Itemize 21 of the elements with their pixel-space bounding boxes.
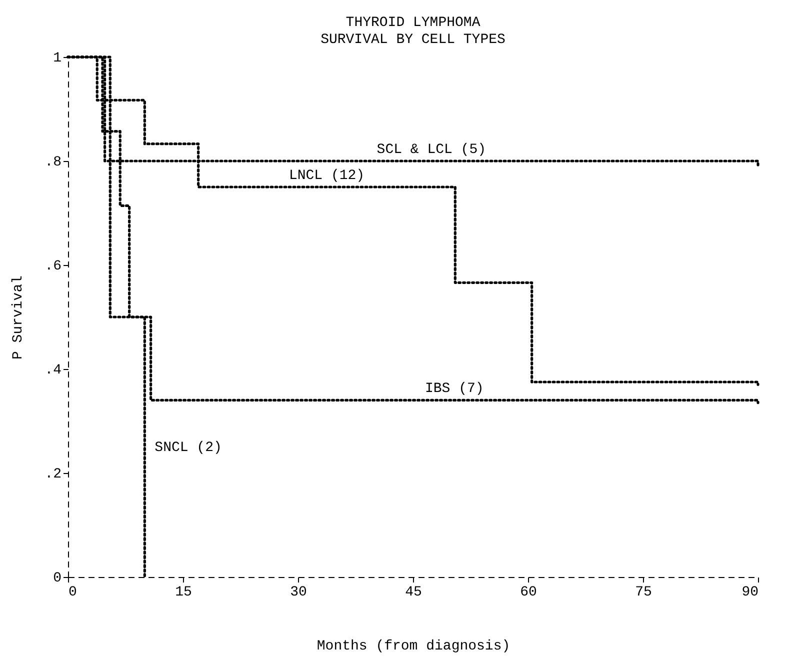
x-tick-label: 75 (635, 584, 652, 600)
x-tick-label: 30 (290, 584, 307, 600)
x-tick-label: 90 (742, 584, 758, 600)
series-label: SNCL (2) (154, 440, 222, 456)
y-tick-label: .8 (44, 154, 62, 170)
x-tick-label: 60 (520, 584, 537, 600)
y-tick-label: .6 (44, 258, 62, 274)
chart-subtitle: SURVIVAL BY CELL TYPES (320, 32, 506, 48)
y-tick-label: 0 (53, 570, 62, 586)
chart-title: THYROID LYMPHOMA (346, 15, 481, 31)
series-label: IBS (7) (424, 381, 484, 398)
y-tick-label: .2 (44, 466, 62, 482)
x-axis-title: Months (from diagnosis) (316, 638, 510, 654)
y-tick-label: 1 (53, 50, 62, 66)
y-tick-label: .4 (44, 362, 62, 378)
x-tick-label: 15 (175, 584, 192, 600)
series-label: LNCL (12) (288, 168, 365, 184)
x-tick-label: 0 (68, 584, 77, 600)
x-tick-label: 45 (405, 584, 422, 600)
series-label: SCL & LCL (5) (376, 142, 486, 158)
y-axis-title: P Survival (10, 275, 27, 360)
